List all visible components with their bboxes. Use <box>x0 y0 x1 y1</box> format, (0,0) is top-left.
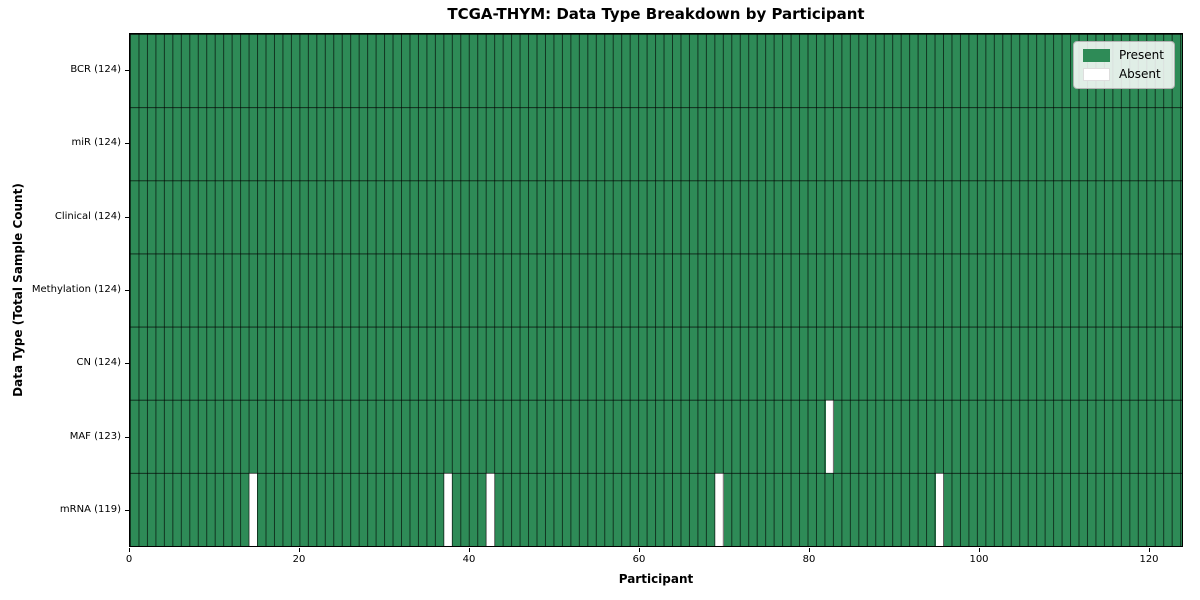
legend: Present Absent <box>1072 41 1175 89</box>
legend-swatch-present <box>1082 49 1110 62</box>
y-tick-mark <box>125 363 129 365</box>
absent-cell-mRNA-42 <box>486 472 495 546</box>
absent-cell-MAF-82 <box>825 399 835 473</box>
row-label-Clinical: Clinical (124) <box>54 210 121 222</box>
legend-swatch-absent <box>1082 68 1110 81</box>
x-tick-label: 40 <box>462 554 476 565</box>
heatmap-plot: Present Absent <box>129 33 1183 547</box>
absent-cell-mRNA-69 <box>715 472 724 546</box>
x-tick-mark <box>809 548 810 552</box>
x-tick-mark <box>1149 548 1150 552</box>
x-axis: 0 20 40 60 80 100 120 <box>125 547 1183 569</box>
row-label-MAF: MAF (123) <box>69 430 121 442</box>
x-tick-label: 20 <box>292 554 306 565</box>
row-label-CN: CN (124) <box>76 357 121 369</box>
x-tick-label: 120 <box>1139 554 1159 565</box>
y-tick-mark <box>125 436 129 438</box>
absent-cell-mRNA-37 <box>443 472 453 546</box>
absent-cell-mRNA-95 <box>935 472 945 546</box>
x-tick-mark <box>979 548 980 552</box>
legend-label-present: Present <box>1118 48 1164 62</box>
x-tick-label: 60 <box>632 554 646 565</box>
row-label-BCR: BCR (124) <box>70 63 121 75</box>
x-tick-label: 80 <box>802 554 816 565</box>
y-tick-mark <box>125 143 129 145</box>
y-tick-mark <box>125 216 129 218</box>
x-tick-mark <box>299 548 300 552</box>
legend-item-absent: Absent <box>1082 67 1164 81</box>
x-tick-label: 100 <box>969 554 989 565</box>
x-tick-label: 0 <box>125 554 133 565</box>
absent-cell-mRNA-14 <box>248 472 258 546</box>
row-label-mRNA: mRNA (119) <box>59 504 121 516</box>
legend-item-present: Present <box>1082 48 1164 62</box>
row-label-Methylation: Methylation (124) <box>31 284 121 295</box>
y-tick-mark <box>125 510 129 512</box>
heatmap-cells <box>130 34 1182 546</box>
legend-label-absent: Absent <box>1118 67 1161 81</box>
x-tick-mark <box>639 548 640 552</box>
y-axis-label-text: Data Type (Total Sample Count) <box>11 183 25 397</box>
y-tick-mark <box>125 290 129 291</box>
x-axis-label: Participant <box>618 572 694 586</box>
y-tick-mark <box>125 69 129 71</box>
chart-title: TCGA-THYM: Data Type Breakdown by Partic… <box>447 5 865 23</box>
y-axis: BCR (124) miR (124) Clinical (124) Methylat… <box>0 33 129 547</box>
row-label-miR: miR (124) <box>71 137 121 149</box>
x-tick-mark <box>129 548 130 552</box>
x-tick-mark <box>469 548 470 552</box>
